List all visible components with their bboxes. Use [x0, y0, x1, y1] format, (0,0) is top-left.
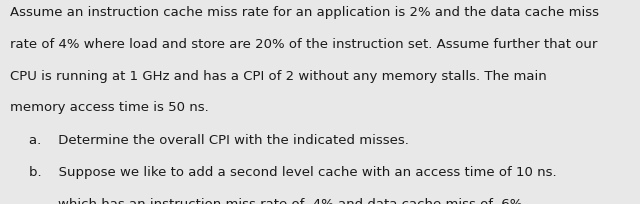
Text: rate of 4% where load and store are 20% of the instruction set. Assume further t: rate of 4% where load and store are 20% … — [10, 38, 598, 51]
Text: which has an instruction miss rate of .4% and data cache miss of .6%.: which has an instruction miss rate of .4… — [58, 197, 526, 204]
Text: b.    Suppose we like to add a second level cache with an access time of 10 ns.: b. Suppose we like to add a second level… — [29, 165, 556, 178]
Text: a.    Determine the overall CPI with the indicated misses.: a. Determine the overall CPI with the in… — [29, 134, 409, 146]
Text: Assume an instruction cache miss rate for an application is 2% and the data cach: Assume an instruction cache miss rate fo… — [10, 6, 599, 19]
Text: CPU is running at 1 GHz and has a CPI of 2 without any memory stalls. The main: CPU is running at 1 GHz and has a CPI of… — [10, 69, 547, 82]
Text: memory access time is 50 ns.: memory access time is 50 ns. — [10, 101, 209, 114]
